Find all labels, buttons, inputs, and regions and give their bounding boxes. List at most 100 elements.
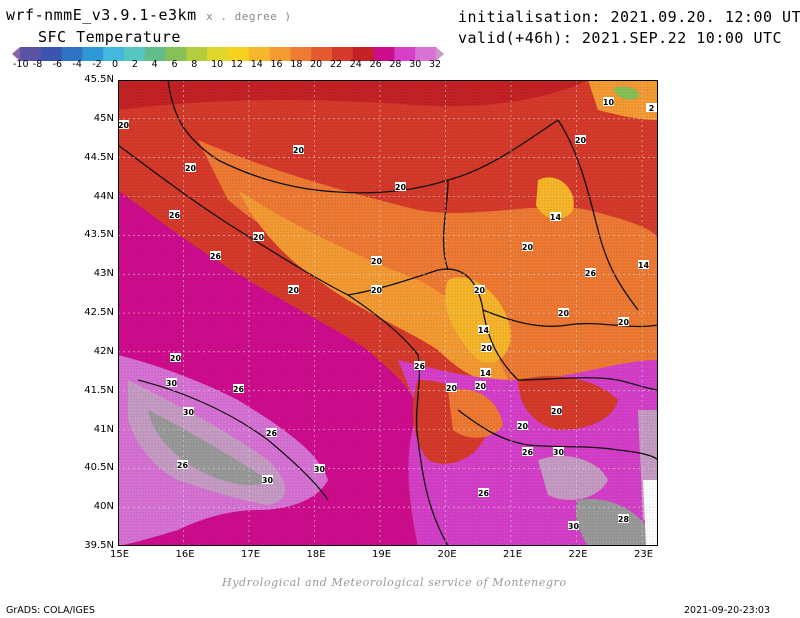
svg-text:30: 30: [568, 522, 580, 531]
svg-text:30: 30: [262, 476, 274, 485]
colorbar-label: 14: [250, 59, 263, 70]
contour-label: 26: [266, 428, 278, 438]
colorbar-swatch: [20, 47, 42, 61]
colorbar-swatch: [248, 47, 271, 61]
contour-label: 20: [371, 285, 382, 295]
colorbar-swatch: [415, 47, 437, 61]
lat-tick-label: 43N: [93, 268, 114, 280]
colorbar-swatch: [124, 47, 146, 61]
svg-text:30: 30: [183, 408, 195, 417]
contour-label: 26: [210, 251, 221, 261]
colorbar-swatch: [61, 47, 83, 61]
svg-text:14: 14: [480, 369, 492, 378]
svg-text:26: 26: [478, 489, 490, 498]
svg-text:20: 20: [395, 183, 407, 192]
colorbar-label: 22: [329, 59, 343, 70]
contour-label: 14: [480, 368, 492, 378]
lat-tick-label: 44.5N: [84, 151, 114, 163]
svg-text:20: 20: [551, 407, 563, 416]
colorbar-swatch: [394, 47, 416, 61]
colorbar-label: 18: [290, 59, 303, 70]
svg-text:26: 26: [414, 362, 426, 371]
svg-text:20: 20: [618, 318, 630, 327]
colorbar-label: -8: [32, 59, 43, 70]
contour-label: 20: [185, 163, 196, 173]
colorbar-swatch: [40, 47, 63, 61]
colorbar-swatch: [165, 47, 187, 61]
colorbar-swatch: [290, 47, 312, 61]
model-name: wrf-nmmE_v3.9.1-e3km: [6, 6, 197, 24]
svg-text:20: 20: [253, 233, 265, 242]
svg-text:28: 28: [618, 515, 630, 524]
svg-text:30: 30: [166, 379, 178, 388]
svg-text:20: 20: [474, 286, 486, 295]
lon-tick-label: 19E: [372, 549, 392, 560]
lon-tick-label: 22E: [568, 549, 588, 560]
colorbar-arrow-left: [12, 47, 20, 61]
colorbar-label: 4: [151, 59, 158, 70]
lon-tick-label: 15E: [110, 549, 130, 560]
colorbar-label: 8: [191, 59, 198, 70]
contour-label: 30: [314, 464, 325, 474]
contour-label: 20: [522, 242, 534, 252]
svg-text:2: 2: [649, 104, 655, 113]
contour-label: 20: [371, 256, 383, 266]
lon-tick-label: 23E: [634, 549, 654, 560]
colorbar-label: 30: [409, 59, 422, 70]
lat-tick-label: 41N: [93, 423, 114, 435]
contour-label: 30: [183, 407, 195, 417]
colorbar-label: 20: [310, 59, 323, 70]
contour-label: 20: [446, 383, 457, 393]
colorbar-swatch: [186, 47, 208, 61]
lat-tick-label: 45.5N: [84, 74, 114, 85]
border-greece: [457, 409, 659, 461]
colorbar-swatch: [144, 47, 167, 61]
border-montenegro: [347, 268, 519, 381]
lat-tick-label: 42.5N: [84, 307, 114, 318]
map-frame: 10 20 20 20 20 20 14 20 20 26 26 26 20 20 20 20 20 14 20 20…: [117, 79, 659, 547]
svg-text:20: 20: [371, 257, 383, 266]
grads-credit: GrADS: COLA/IGES: [6, 605, 95, 616]
contour-label: 14: [550, 212, 561, 222]
colorbar-label: 2: [131, 59, 138, 70]
svg-text:26: 26: [266, 429, 278, 438]
svg-text:20: 20: [522, 243, 534, 252]
lat-tick-label: 42N: [93, 345, 114, 357]
colorbar-label: 10: [211, 59, 224, 70]
colorbar-swatch: [269, 47, 291, 61]
contour-label: 2: [646, 103, 657, 113]
contour-label: 26: [233, 384, 244, 394]
svg-text:20: 20: [558, 309, 570, 318]
lat-tick-label: 40N: [93, 501, 114, 513]
lat-tick-label: 41.5N: [84, 384, 114, 396]
border-macedonia: [517, 377, 659, 391]
colorbar-label: 12: [230, 59, 243, 70]
coast-italy: [137, 379, 329, 501]
colorbar-swatch: [332, 47, 354, 61]
contour-label: 20: [475, 381, 487, 391]
contour-label: 20: [170, 353, 182, 363]
contour-label: 20: [481, 343, 492, 353]
contour-label: 30: [568, 521, 580, 531]
latitude-labels: 45.5N 45N 44.5N 44N 43.5N 43N 42.5N 42N 41.5N 41N…: [80, 74, 116, 551]
render-timestamp: 2021-09-20-23:03: [684, 605, 771, 616]
colorbar-swatch: [352, 47, 375, 61]
colorbar-label: 26: [369, 59, 382, 70]
svg-text:20: 20: [475, 382, 487, 391]
svg-text:20: 20: [118, 121, 129, 130]
colorbar: [12, 46, 444, 61]
contour-label: 14: [478, 325, 489, 335]
colorbar-label: -10: [13, 59, 29, 70]
svg-text:20: 20: [170, 354, 182, 363]
lon-tick-label: 16E: [175, 549, 195, 560]
colorbar-label: -6: [52, 59, 63, 70]
lat-tick-label: 45N: [93, 112, 114, 124]
colorbar-swatch: [82, 47, 104, 61]
lon-tick-label: 21E: [503, 549, 523, 560]
colorbar-labels: -10 -8 -6 -4 -2 0 2 4 6 8 10 12 14 16 18 20 22 24 26 28 30 32: [12, 59, 444, 71]
colorbar-label: 6: [171, 59, 178, 70]
contour-label: 26: [585, 268, 596, 278]
temperature-map: 10 20 20 20 20 20 14 20 20 26 26 26 20 20 20 20 20 14 20 20…: [117, 79, 659, 547]
units-note: x . degree ): [206, 10, 292, 23]
lat-tick-label: 40.5N: [84, 462, 114, 474]
